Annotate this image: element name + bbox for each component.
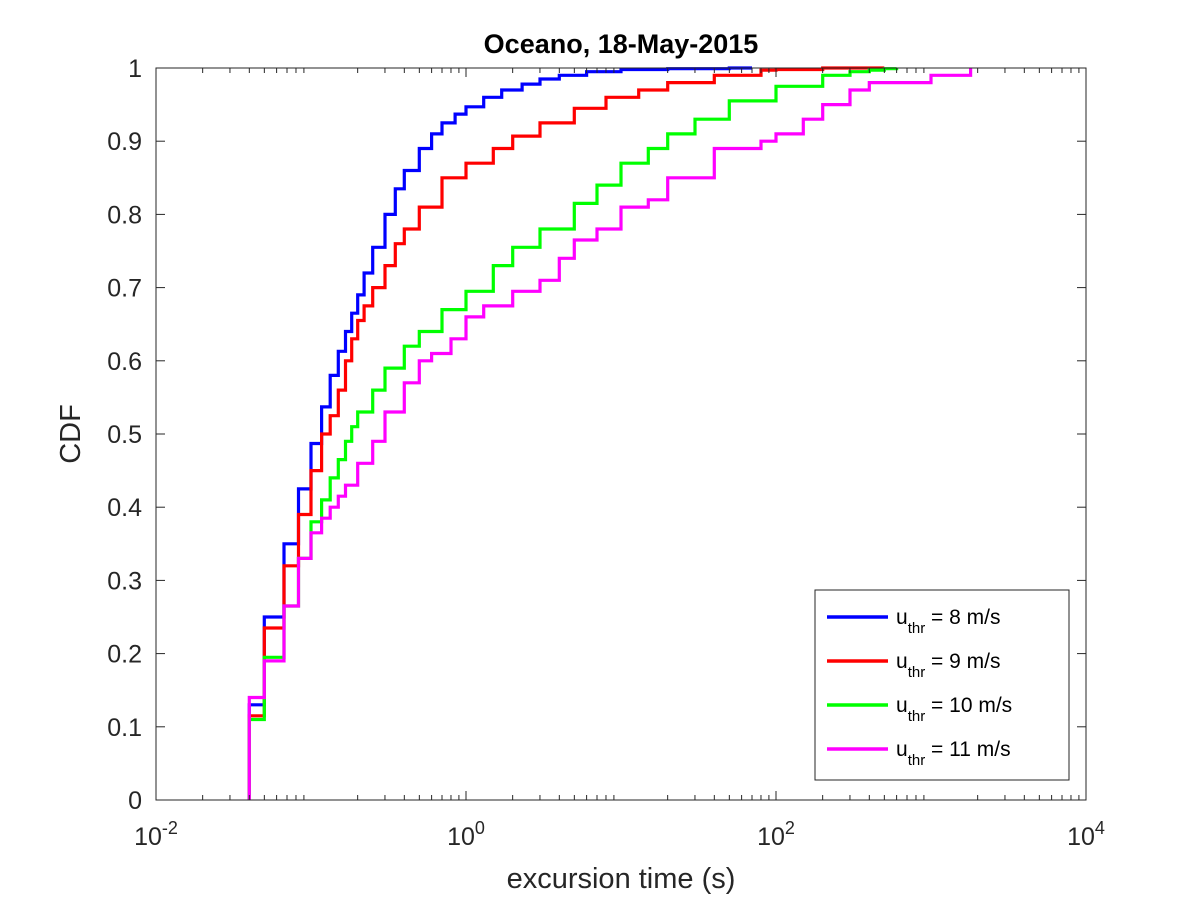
legend-label-subscript: thr: [908, 620, 926, 637]
legend-label: uthr = 11 m/s: [896, 738, 1011, 769]
x-tick-label: 100: [447, 818, 485, 851]
series-line: [247, 66, 885, 800]
y-tick-label: 0.9: [107, 128, 142, 156]
x-tick-base: 10: [1067, 823, 1095, 851]
legend-label-rest: = 8 m/s: [925, 606, 1000, 629]
series-line: [247, 67, 899, 800]
series-layer: [247, 66, 973, 800]
y-axis-label: CDF: [55, 404, 87, 464]
legend-label-rest: = 10 m/s: [925, 694, 1012, 717]
x-tick-base: 10: [757, 823, 785, 851]
x-tick-label: 10-2: [134, 818, 178, 851]
legend-label: uthr = 8 m/s: [896, 606, 1000, 637]
y-tick-label: 0.1: [107, 714, 142, 742]
legend-label-rest: = 11 m/s: [925, 738, 1010, 761]
legend-label-main: u: [896, 694, 908, 717]
y-tick-label: 0.5: [107, 421, 142, 449]
legend-label-main: u: [896, 606, 908, 629]
y-tick-label: 0.4: [107, 494, 142, 522]
legend-label: uthr = 10 m/s: [896, 694, 1012, 725]
x-tick-exponent: 4: [1095, 818, 1105, 838]
x-tick-base: 10: [447, 823, 475, 851]
y-tick-label: 0.2: [107, 641, 142, 669]
legend-label-subscript: thr: [908, 664, 926, 681]
y-tick-label: 0.3: [107, 567, 142, 595]
legend-label-rest: = 9 m/s: [925, 650, 1000, 673]
x-tick-exponent: 2: [785, 818, 795, 838]
y-axis: 0 0.1 0.2 0.3 0.4 0.5 0.6 0.7 0.8 0.9 1: [107, 55, 1086, 815]
legend-label-subscript: thr: [908, 708, 926, 725]
y-tick-label: 0.7: [107, 275, 142, 303]
legend-label-subscript: thr: [908, 752, 926, 769]
series-line: [247, 68, 973, 800]
x-tick-label: 104: [1067, 818, 1105, 851]
legend-label: uthr = 9 m/s: [896, 650, 1000, 681]
y-tick-label: 0: [128, 787, 142, 815]
y-tick-label: 1: [128, 55, 142, 83]
x-tick-label: 102: [757, 818, 795, 851]
x-axis-label: excursion time (s): [507, 863, 736, 895]
x-axis: 10-2 100 102 104: [134, 68, 1105, 851]
x-tick-base: 10: [134, 823, 162, 851]
y-tick-label: 0.8: [107, 201, 142, 229]
legend-label-main: u: [896, 650, 908, 673]
y-tick-label: 0.6: [107, 348, 142, 376]
x-tick-exponent: -2: [162, 818, 178, 838]
x-tick-exponent: 0: [475, 818, 485, 838]
legend-label-main: u: [896, 738, 908, 761]
chart-title: Oceano, 18-May-2015: [484, 29, 759, 59]
